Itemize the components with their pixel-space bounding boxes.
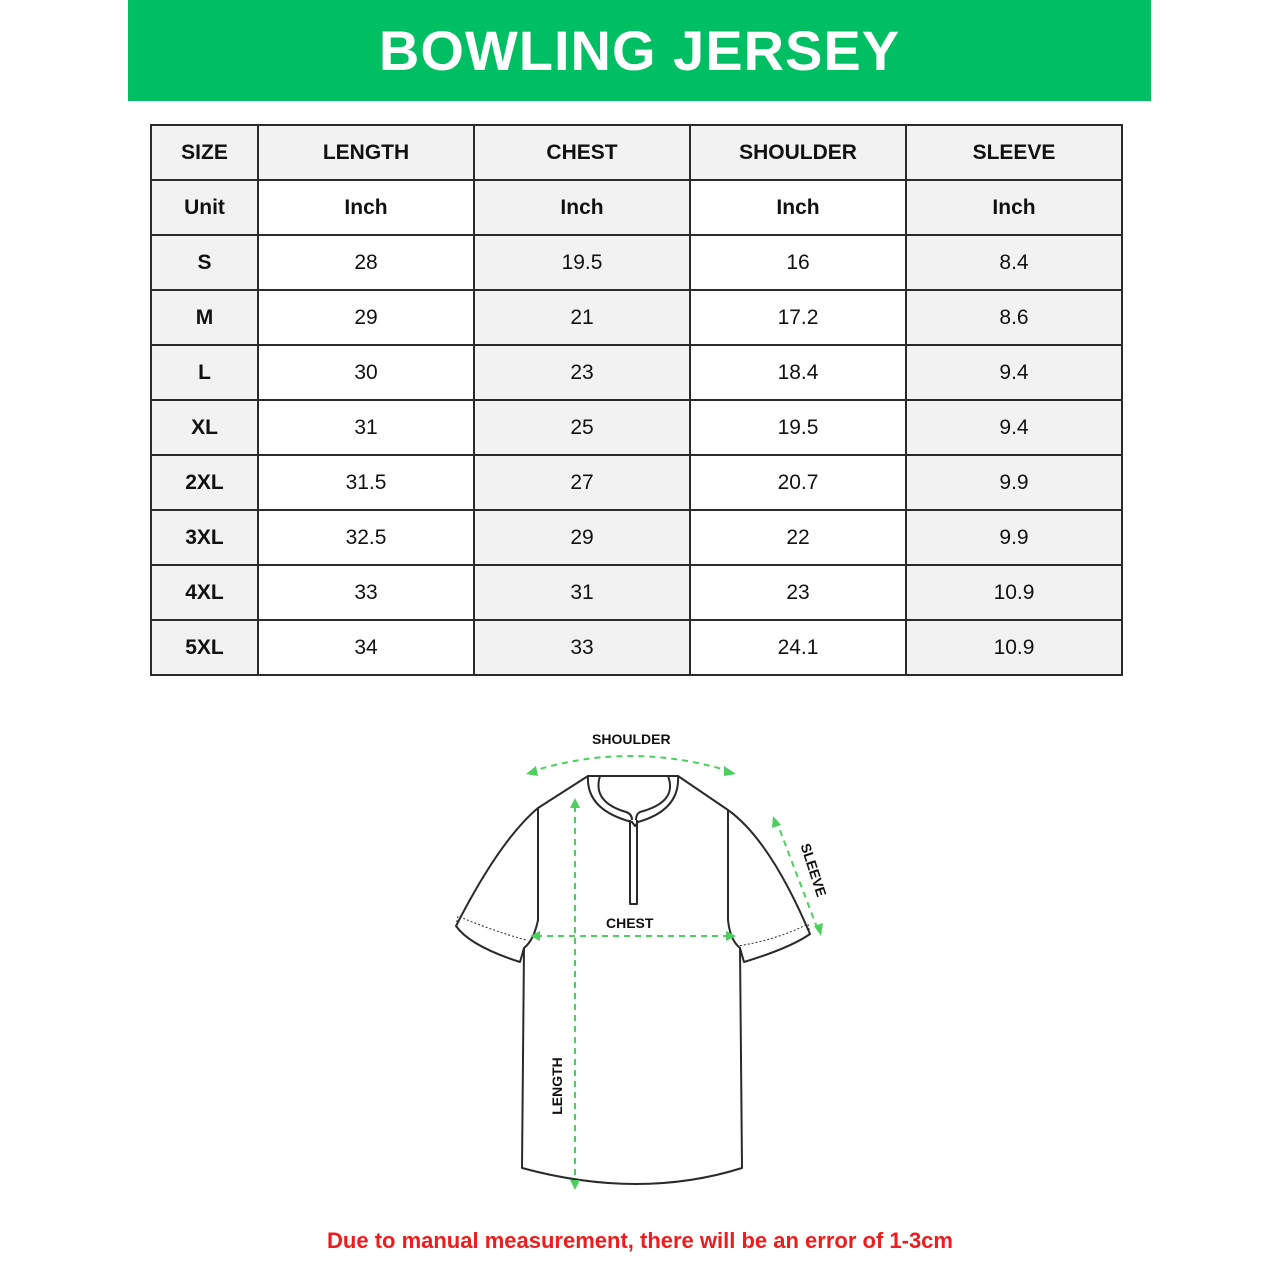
table-cell: 17.2	[689, 289, 907, 346]
table-cell: 9.9	[905, 509, 1123, 566]
table-cell: 22	[689, 509, 907, 566]
table-cell: 30	[257, 344, 475, 401]
table-cell: L	[150, 344, 259, 401]
table-cell: 19.5	[689, 399, 907, 456]
table-cell: 28	[257, 234, 475, 291]
table-row: 5XL 34 33 24.1 10.9	[150, 619, 1123, 676]
table-header-row: SIZE LENGTH CHEST SHOULDER SLEEVE	[150, 124, 1123, 181]
table-cell: 29	[257, 289, 475, 346]
jersey-diagram: SHOULDER CHEST SLEEVE LENGTH	[440, 720, 840, 1200]
table-row: 4XL 33 31 23 10.9	[150, 564, 1123, 621]
table-cell: 24.1	[689, 619, 907, 676]
table-cell: Inch	[689, 179, 907, 236]
table-cell: SHOULDER	[689, 124, 907, 181]
table-cell: 31.5	[257, 454, 475, 511]
table-cell: 8.4	[905, 234, 1123, 291]
table-cell: 23	[473, 344, 691, 401]
table-cell: 21	[473, 289, 691, 346]
table-cell: 4XL	[150, 564, 259, 621]
title-banner: BOWLING JERSEY	[128, 0, 1151, 101]
table-cell: M	[150, 289, 259, 346]
table-cell: 23	[689, 564, 907, 621]
table-row: L 30 23 18.4 9.4	[150, 344, 1123, 401]
shoulder-label: SHOULDER	[592, 731, 671, 747]
size-chart-table: SIZE LENGTH CHEST SHOULDER SLEEVE Unit Inch Inc…	[150, 124, 1123, 676]
table-cell: 2XL	[150, 454, 259, 511]
table-cell: 19.5	[473, 234, 691, 291]
table-cell: 3XL	[150, 509, 259, 566]
table-cell: 31	[473, 564, 691, 621]
table-cell: S	[150, 234, 259, 291]
table-cell: 20.7	[689, 454, 907, 511]
table-row: XL 31 25 19.5 9.4	[150, 399, 1123, 456]
table-cell: Inch	[905, 179, 1123, 236]
table-cell: 34	[257, 619, 475, 676]
table-cell: Unit	[150, 179, 259, 236]
length-label: LENGTH	[548, 1057, 565, 1115]
table-cell: CHEST	[473, 124, 691, 181]
table-cell: LENGTH	[257, 124, 475, 181]
jersey-outline-icon	[455, 755, 823, 1190]
table-cell: 9.9	[905, 454, 1123, 511]
table-unit-row: Unit Inch Inch Inch Inch	[150, 179, 1123, 236]
table-row: 2XL 31.5 27 20.7 9.9	[150, 454, 1123, 511]
table-cell: 10.9	[905, 564, 1123, 621]
table-cell: 33	[257, 564, 475, 621]
table-cell: 25	[473, 399, 691, 456]
table-cell: 33	[473, 619, 691, 676]
table-cell: 16	[689, 234, 907, 291]
table-cell: XL	[150, 399, 259, 456]
table-cell: 18.4	[689, 344, 907, 401]
table-cell: 31	[257, 399, 475, 456]
table-cell: Inch	[473, 179, 691, 236]
table-cell: 8.6	[905, 289, 1123, 346]
table-row: S 28 19.5 16 8.4	[150, 234, 1123, 291]
table-cell: 27	[473, 454, 691, 511]
table-cell: 29	[473, 509, 691, 566]
table-row: M 29 21 17.2 8.6	[150, 289, 1123, 346]
table-cell: SIZE	[150, 124, 259, 181]
table-cell: 9.4	[905, 344, 1123, 401]
table-cell: 9.4	[905, 399, 1123, 456]
measurement-note: Due to manual measurement, there will be…	[327, 1228, 953, 1253]
chest-label: CHEST	[606, 915, 654, 931]
table-cell: 5XL	[150, 619, 259, 676]
table-cell: SLEEVE	[905, 124, 1123, 181]
table-cell: 32.5	[257, 509, 475, 566]
table-cell: 10.9	[905, 619, 1123, 676]
table-row: 3XL 32.5 29 22 9.9	[150, 509, 1123, 566]
table-cell: Inch	[257, 179, 475, 236]
page-title: BOWLING JERSEY	[378, 19, 901, 82]
